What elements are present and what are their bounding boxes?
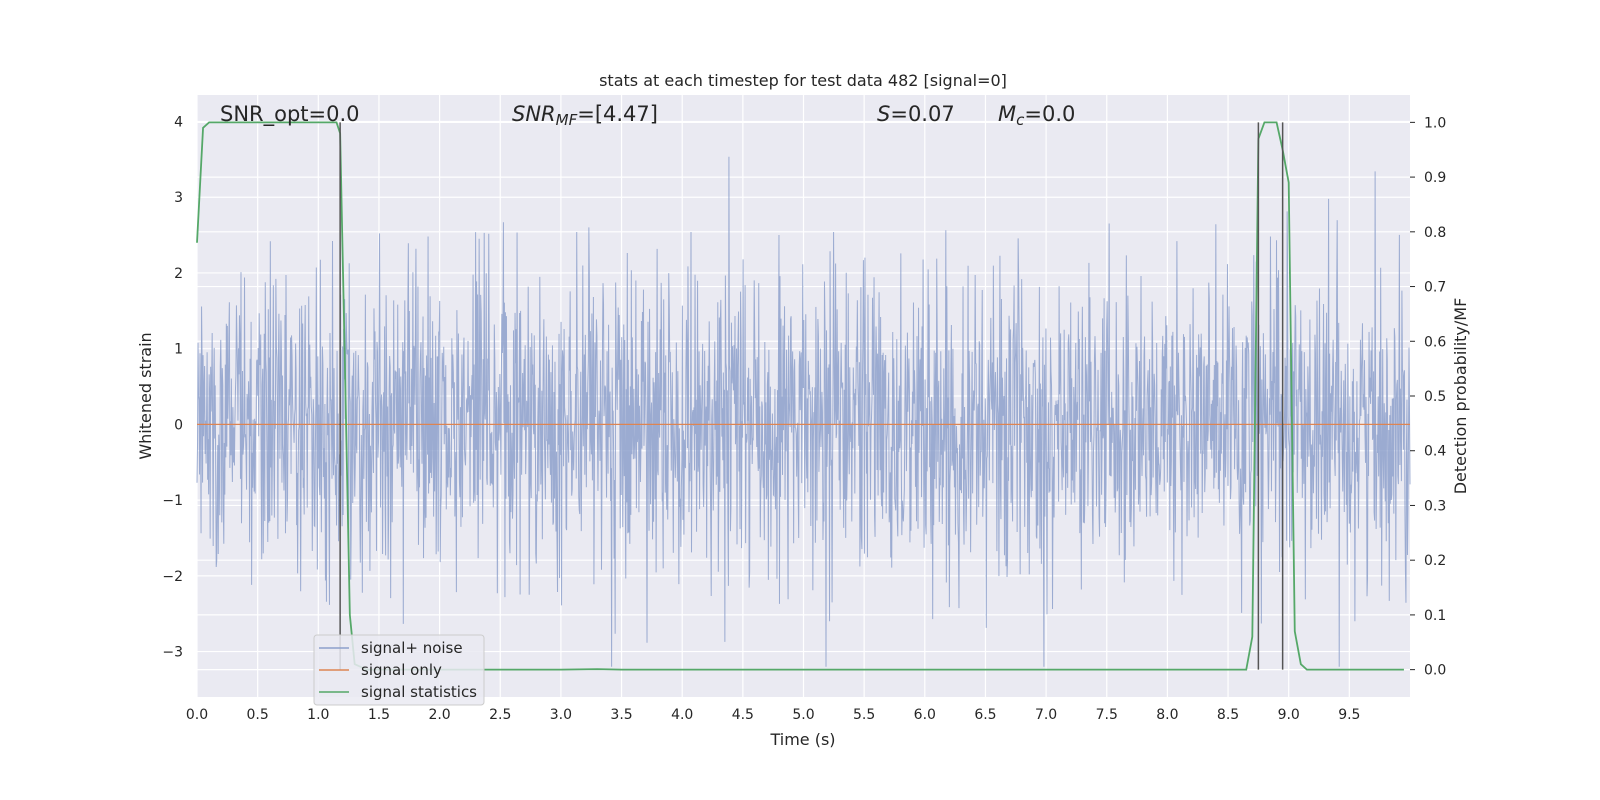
- annotation-snr-mf-sub: MF: [556, 111, 578, 129]
- legend-box: [313, 634, 485, 706]
- x-tick-label: 5.0: [792, 707, 814, 723]
- annotation-mc: Mc=0.0: [998, 102, 1075, 129]
- axis-layer: 0.0 0.5 1.0 1.5 2.0 2.5 3.0 3.5 4.0 4.5 5.0 5.5 6.0 6…: [162, 115, 1446, 723]
- legend: signal+ noise signal only signal statist…: [313, 634, 485, 706]
- annotation-s-value: =0.07: [890, 102, 954, 126]
- x-axis-label: Time (s): [769, 730, 835, 749]
- x-tick-label: 8.5: [1217, 707, 1239, 723]
- y-tick-label-right: 0.4: [1424, 444, 1446, 460]
- y-tick-label-right: 0.7: [1424, 280, 1446, 296]
- x-tick-label: 0.5: [247, 707, 269, 723]
- x-tick-label: 3.0: [550, 707, 572, 723]
- y-tick-label-left: −3: [162, 645, 183, 661]
- annotation-snr-mf-value: =[4.47]: [577, 102, 658, 126]
- x-tick-label: 5.5: [853, 707, 875, 723]
- annotation-s-label: S: [877, 102, 890, 126]
- series-signal-statistics: [196, 121, 1404, 671]
- annotation-mc-value: =0.0: [1024, 102, 1075, 126]
- x-tick-label: 4.0: [671, 707, 693, 723]
- x-tick-label: 9.0: [1278, 707, 1300, 723]
- x-tick-label: 0.0: [186, 707, 208, 723]
- y-tick-label-left: −1: [162, 493, 183, 509]
- x-tick-label: 4.5: [732, 707, 754, 723]
- data-layer: [196, 121, 1411, 671]
- annotation-mc-sub: c: [1016, 111, 1025, 129]
- y-tick-label-right: 0.0: [1424, 663, 1446, 679]
- x-tick-label: 2.5: [489, 707, 511, 723]
- annotation-snr-mf-label: SNR: [512, 102, 556, 126]
- y-axis-label-left: Whitened strain: [136, 332, 155, 459]
- x-tick-label: 2.0: [428, 707, 450, 723]
- vline-layer: [339, 122, 1284, 670]
- y-tick-label-right: 0.9: [1424, 170, 1446, 186]
- y-tick-label-right: 0.6: [1424, 334, 1446, 350]
- x-tick-label: 8.0: [1156, 707, 1178, 723]
- y-tick-label-left: 1: [174, 342, 183, 358]
- series-signal-noise: [196, 156, 1411, 667]
- x-tick-label: 7.0: [1035, 707, 1057, 723]
- legend-label-signal-noise: signal+ noise: [361, 639, 463, 657]
- legend-label-signal-only: signal only: [361, 661, 442, 679]
- x-tick-label: 1.5: [368, 707, 390, 723]
- y-tick-label-right: 1.0: [1424, 115, 1446, 131]
- x-tick-label: 6.0: [914, 707, 936, 723]
- y-tick-label-left: 2: [174, 266, 183, 282]
- y-tick-label-right: 0.3: [1424, 498, 1446, 514]
- chart-title: stats at each timestep for test data 482…: [599, 71, 1007, 90]
- x-tick-label: 9.5: [1338, 707, 1360, 723]
- annotation-s: S=0.07: [877, 102, 955, 126]
- y-tick-label-right: 0.5: [1424, 389, 1446, 405]
- y-tick-label-left: 3: [174, 190, 183, 206]
- y-tick-label-right: 0.8: [1424, 225, 1446, 241]
- y-tick-label-right: 0.2: [1424, 553, 1446, 569]
- y-axis-label-right: Detection probability/MF: [1451, 298, 1470, 495]
- x-tick-label: 6.5: [974, 707, 996, 723]
- y-tick-label-right: 0.1: [1424, 608, 1446, 624]
- y-tick-label-left: −2: [162, 569, 183, 585]
- y-tick-label-left: 0: [174, 417, 183, 433]
- annotation-mc-label: M: [998, 102, 1016, 126]
- annotation-snr-mf: SNRMF=[4.47]: [512, 102, 658, 129]
- x-tick-label: 1.0: [307, 707, 329, 723]
- y-tick-label-left: 4: [174, 115, 183, 131]
- annotation-snr-opt: SNR_opt=0.0: [220, 102, 360, 127]
- legend-label-signal-statistics: signal statistics: [361, 683, 477, 701]
- x-tick-label: 3.5: [610, 707, 632, 723]
- x-tick-label: 7.5: [1096, 707, 1118, 723]
